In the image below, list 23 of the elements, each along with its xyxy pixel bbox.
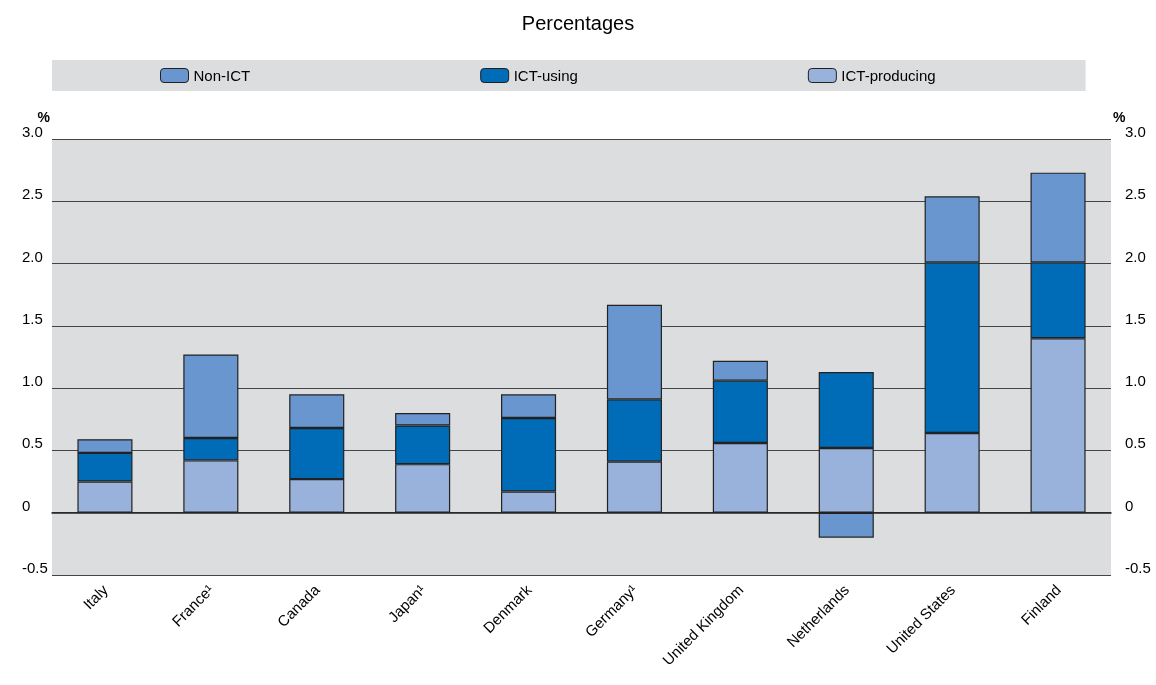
y2-tick-label: 3.0 (1125, 123, 1146, 140)
y-tick-label: 0 (22, 496, 31, 514)
y2-tick-label: 1.0 (1125, 372, 1146, 390)
y2-tick-label: 2.0 (1125, 247, 1146, 265)
x-tick-label: Italy (79, 580, 112, 613)
y2-tick-label: -0.5 (1125, 559, 1151, 576)
y-axis-title: % (37, 109, 51, 126)
y-tick-label: 0.5 (22, 434, 43, 452)
chart-title: Percentages (521, 12, 635, 34)
y-tick-label: 2.5 (22, 185, 43, 203)
legend-label: ICT-producing (841, 67, 936, 84)
y-tick-label: 1.5 (22, 309, 43, 327)
y-tick-label: 1.0 (22, 372, 43, 390)
y2-axis-title: % (1113, 109, 1126, 126)
y-tick-label: 3.0 (22, 123, 43, 140)
y-tick-label: -0.5 (22, 559, 48, 576)
y2-tick-label: 0 (1125, 496, 1134, 514)
y-tick-label: 2.0 (22, 247, 43, 265)
y2-tick-label: 1.5 (1125, 309, 1146, 327)
y2-tick-label: 0.5 (1125, 434, 1146, 452)
legend-label: Non-ICT (193, 67, 251, 84)
legend-label: ICT-using (513, 67, 578, 84)
y2-tick-label: 2.5 (1125, 185, 1146, 203)
